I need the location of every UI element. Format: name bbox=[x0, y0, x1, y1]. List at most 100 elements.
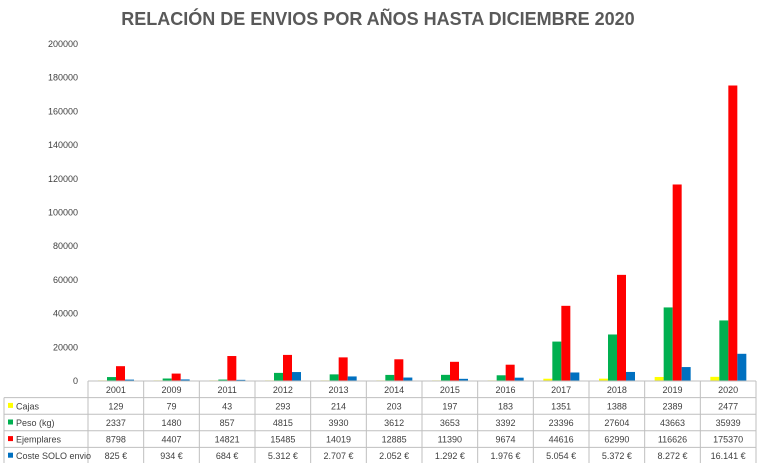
data-label: 2477 bbox=[718, 401, 738, 411]
y-tick-label: 40000 bbox=[53, 309, 78, 319]
y-tick-label: 140000 bbox=[48, 140, 78, 150]
x-tick-label: 2017 bbox=[551, 385, 571, 395]
data-label: 27604 bbox=[604, 418, 629, 428]
data-label: 44616 bbox=[549, 435, 574, 445]
bar-peso-kg-2019 bbox=[663, 307, 673, 381]
data-label: 12885 bbox=[382, 435, 407, 445]
x-tick-label: 2011 bbox=[217, 385, 236, 395]
y-tick-label: 180000 bbox=[48, 73, 78, 83]
y-axis: 0 20000 40000 60000 80000 100000 120000 140000 1… bbox=[48, 39, 78, 386]
bar-coste-solo-envio-2012 bbox=[292, 372, 301, 381]
bar-peso-kg-2020 bbox=[719, 320, 729, 381]
data-label: 203 bbox=[387, 401, 402, 411]
bar-cajas-2019 bbox=[654, 376, 664, 381]
data-label: 14821 bbox=[215, 435, 240, 445]
data-label: 35939 bbox=[716, 418, 741, 428]
legend-swatch bbox=[8, 402, 13, 408]
data-label: 825 € bbox=[105, 451, 128, 461]
bar-coste-solo-envio-2020 bbox=[737, 353, 747, 381]
data-label: 3653 bbox=[440, 418, 460, 428]
data-label: 5.312 € bbox=[268, 451, 298, 461]
bar-coste-solo-envio-2015 bbox=[459, 378, 468, 381]
data-label: 857 bbox=[220, 418, 235, 428]
y-tick-label: 160000 bbox=[48, 106, 78, 116]
y-tick-label: 100000 bbox=[48, 208, 78, 218]
bar-coste-solo-envio-2014 bbox=[403, 377, 413, 381]
y-tick-label: 0 bbox=[73, 376, 78, 386]
data-label: 8798 bbox=[106, 435, 126, 445]
bar-coste-solo-envio-2001 bbox=[125, 379, 134, 381]
data-label: 1480 bbox=[161, 418, 181, 428]
bar-cajas-2020 bbox=[710, 376, 720, 381]
plot-area bbox=[98, 85, 747, 381]
bar-ejemplares-2011 bbox=[227, 356, 237, 381]
bar-ejemplares-2019 bbox=[672, 184, 682, 381]
data-label: 1.292 € bbox=[435, 451, 465, 461]
bar-peso-kg-2016 bbox=[496, 375, 506, 381]
legend-swatch bbox=[8, 452, 13, 458]
x-tick-label: 2020 bbox=[718, 385, 738, 395]
bar-cajas-2017 bbox=[543, 378, 553, 381]
data-label: 183 bbox=[498, 401, 513, 411]
x-tick-label: 2012 bbox=[273, 385, 293, 395]
bar-coste-solo-envio-2009 bbox=[180, 379, 190, 381]
data-label: 2.707 € bbox=[323, 451, 353, 461]
y-tick-label: 80000 bbox=[53, 241, 78, 251]
x-tick-label: 2014 bbox=[384, 385, 404, 395]
bar-coste-solo-envio-2018 bbox=[626, 371, 635, 381]
bar-peso-kg-2014 bbox=[385, 374, 395, 381]
x-tick-label: 2001 bbox=[106, 385, 126, 395]
data-label: 2337 bbox=[106, 418, 126, 428]
x-tick-label: 2016 bbox=[495, 385, 515, 395]
data-label: 9674 bbox=[495, 435, 515, 445]
x-tick-label: 2013 bbox=[328, 385, 348, 395]
y-tick-label: 120000 bbox=[48, 174, 78, 184]
bar-peso-kg-2001 bbox=[107, 377, 116, 381]
bar-ejemplares-2014 bbox=[394, 359, 404, 381]
bar-ejemplares-2016 bbox=[505, 364, 515, 381]
x-tick-label: 2009 bbox=[161, 385, 181, 395]
data-label: 43 bbox=[222, 401, 232, 411]
data-label: 5.372 € bbox=[602, 451, 632, 461]
x-tick-label: 2019 bbox=[662, 385, 682, 395]
data-label: 934 € bbox=[160, 451, 183, 461]
bar-peso-kg-2011 bbox=[218, 379, 228, 381]
bar-ejemplares-2012 bbox=[283, 354, 292, 381]
data-label: 1351 bbox=[551, 401, 571, 411]
data-label: 2389 bbox=[662, 401, 682, 411]
y-tick-label: 60000 bbox=[53, 275, 78, 285]
data-label: 116626 bbox=[658, 435, 687, 445]
data-label: 1388 bbox=[607, 401, 627, 411]
bar-ejemplares-2013 bbox=[338, 357, 348, 381]
data-label: 684 € bbox=[216, 451, 239, 461]
bar-ejemplares-2009 bbox=[171, 373, 181, 381]
bar-coste-solo-envio-2017 bbox=[570, 372, 580, 381]
bar-ejemplares-2018 bbox=[617, 274, 626, 381]
x-tick-label: 2018 bbox=[607, 385, 627, 395]
bar-peso-kg-2012 bbox=[274, 372, 283, 381]
data-label: 8.272 € bbox=[657, 451, 687, 461]
data-label: 11390 bbox=[438, 435, 462, 445]
y-tick-label: 20000 bbox=[53, 342, 78, 352]
data-label: 62990 bbox=[604, 435, 629, 445]
data-label: 4407 bbox=[161, 435, 181, 445]
legend-label: Ejemplares bbox=[16, 435, 62, 445]
data-label: 3930 bbox=[328, 418, 348, 428]
legend-swatch bbox=[8, 419, 13, 425]
data-label: 293 bbox=[275, 401, 290, 411]
bar-coste-solo-envio-2011 bbox=[236, 379, 246, 381]
data-label: 214 bbox=[331, 401, 346, 411]
bar-peso-kg-2013 bbox=[329, 374, 339, 381]
data-label: 175370 bbox=[713, 435, 743, 445]
data-label: 79 bbox=[166, 401, 176, 411]
chart-title: RELACIÓN DE ENVIOS POR AÑOS HASTA DICIEM… bbox=[121, 8, 634, 29]
bar-coste-solo-envio-2013 bbox=[347, 376, 357, 381]
data-table: 2001 2009 2011 2012 2013 2014 2015 2016 2017 2018… bbox=[3, 380, 757, 463]
y-tick-label: 200000 bbox=[48, 39, 78, 49]
bar-ejemplares-2001 bbox=[116, 366, 125, 381]
data-label: 129 bbox=[108, 401, 123, 411]
data-label: 3612 bbox=[384, 418, 404, 428]
data-label: 23396 bbox=[549, 418, 574, 428]
bar-coste-solo-envio-2016 bbox=[514, 377, 524, 381]
